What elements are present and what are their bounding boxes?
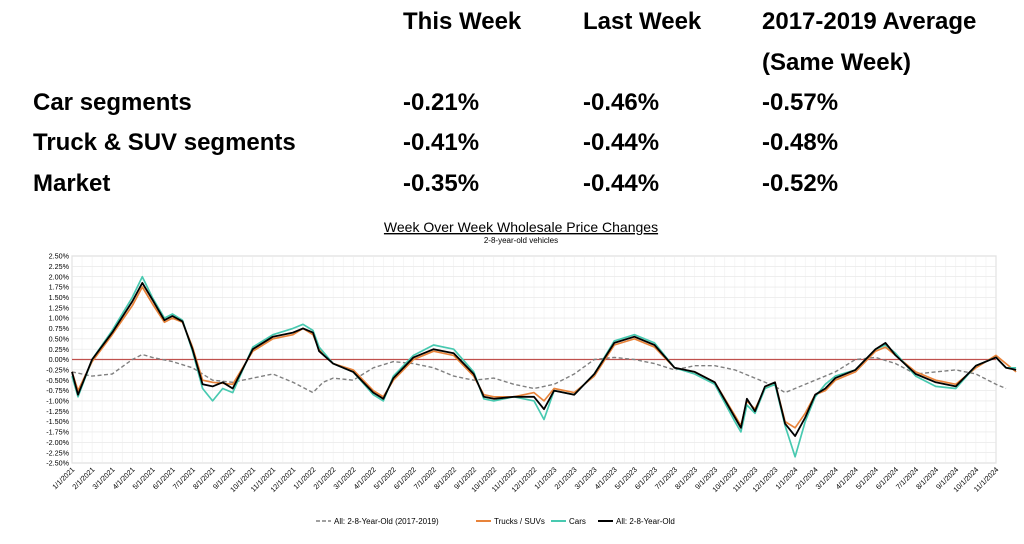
series xyxy=(71,275,1017,458)
y-tick-label: 0.25% xyxy=(49,345,70,354)
legend-item-trucks: Trucks / SUVs xyxy=(476,517,545,526)
legend-item-cars: Cars xyxy=(551,517,586,526)
chart-subtitle: 2-8-year-old vehicles xyxy=(484,236,558,245)
y-tick-label: 0.75% xyxy=(49,324,70,333)
market-this-week: -0.35% xyxy=(403,170,480,197)
y-tick-label: -2.25% xyxy=(46,448,69,457)
series-line-2 xyxy=(71,275,1017,458)
legend-label-historical: All: 2-8-Year-Old (2017-2019) xyxy=(334,517,439,526)
header-average-sub: (Same Week) xyxy=(762,49,911,76)
y-tick-label: -0.25% xyxy=(46,365,69,374)
legend-item-all: All: 2-8-Year-Old xyxy=(598,517,675,526)
wholesale-price-chart: Week Over Week Wholesale Price Changes 2… xyxy=(46,219,1017,526)
y-tick-label: -2.50% xyxy=(46,459,69,468)
y-tick-label: 1.75% xyxy=(49,283,70,292)
truck-this-week: -0.41% xyxy=(403,129,480,156)
y-tick-label: -2.00% xyxy=(46,438,69,447)
row-label-truck: Truck & SUV segments xyxy=(33,129,296,156)
car-this-week: -0.21% xyxy=(403,89,480,116)
y-tick-label: 2.00% xyxy=(49,272,70,281)
car-average: -0.57% xyxy=(762,89,839,116)
truck-average: -0.48% xyxy=(762,129,839,156)
y-tick-label: 2.25% xyxy=(49,262,70,271)
y-tick-label: -1.50% xyxy=(46,417,69,426)
legend-label-all: All: 2-8-Year-Old xyxy=(616,517,675,526)
y-tick-label: 1.00% xyxy=(49,314,70,323)
y-tick-label: -0.50% xyxy=(46,376,69,385)
row-label-market: Market xyxy=(33,170,111,197)
summary-table: This Week Last Week 2017-2019 Average (S… xyxy=(0,0,1024,200)
market-average: -0.52% xyxy=(762,170,839,197)
y-tick-label: -1.25% xyxy=(46,407,69,416)
x-axis: 1/1/20212/1/20213/1/20214/1/20215/1/2021… xyxy=(50,465,1000,494)
y-tick-label: 0.00% xyxy=(49,355,70,364)
truck-last-week: -0.44% xyxy=(583,129,660,156)
y-tick-label: 2.50% xyxy=(49,252,70,261)
legend-label-cars: Cars xyxy=(569,517,586,526)
y-tick-label: -0.75% xyxy=(46,386,69,395)
header-average: 2017-2019 Average xyxy=(762,8,977,35)
y-tick-label: -1.00% xyxy=(46,397,69,406)
legend-label-trucks: Trucks / SUVs xyxy=(494,517,545,526)
market-last-week: -0.44% xyxy=(583,170,660,197)
series-line-1 xyxy=(71,286,1017,429)
series-line-3 xyxy=(71,282,1017,437)
car-last-week: -0.46% xyxy=(583,89,660,116)
y-tick-label: 0.50% xyxy=(49,334,70,343)
legend-item-historical: All: 2-8-Year-Old (2017-2019) xyxy=(316,517,439,526)
y-axis: 2.50%2.25%2.00% 1.75%1.50%1.25% 1.00%0.75%… xyxy=(46,252,69,468)
legend: All: 2-8-Year-Old (2017-2019) Trucks / S… xyxy=(316,517,675,526)
series-line-0 xyxy=(71,353,1007,394)
header-last-week: Last Week xyxy=(583,8,702,35)
y-tick-label: 1.50% xyxy=(49,293,70,302)
y-tick-label: 1.25% xyxy=(49,303,70,312)
header-this-week: This Week xyxy=(403,8,522,35)
chart-title: Week Over Week Wholesale Price Changes xyxy=(384,219,658,235)
row-label-car: Car segments xyxy=(33,89,192,116)
y-tick-label: -1.75% xyxy=(46,428,69,437)
